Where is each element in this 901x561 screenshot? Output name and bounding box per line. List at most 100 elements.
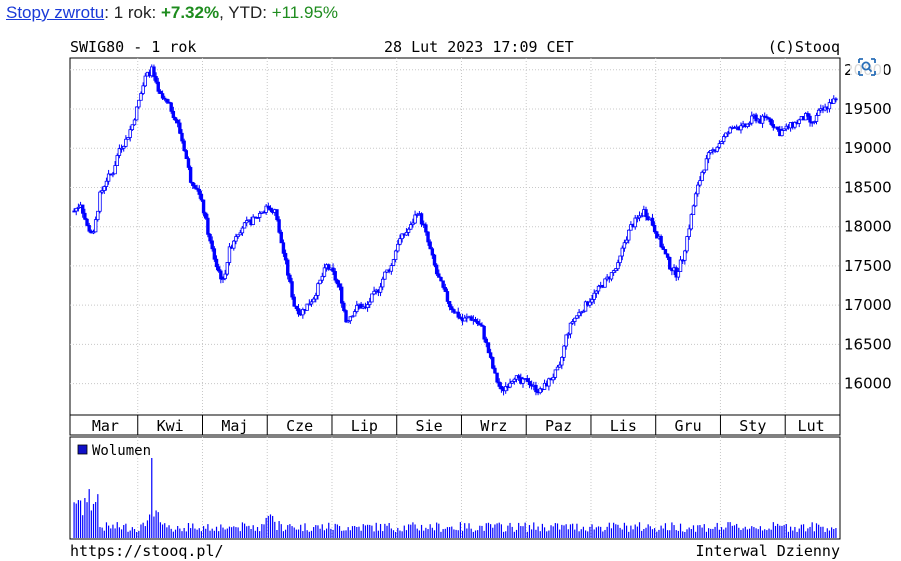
candle-body [223,273,227,280]
candle-body [292,296,296,307]
x-tick-label: Lip [351,417,378,435]
candle-body [206,217,210,235]
candle-body [616,262,620,270]
candle-body [286,259,290,276]
candle-body [93,219,98,233]
candle-body [227,246,232,263]
chart-copyright: (C)Stooq [768,38,840,56]
candle-body [527,381,532,386]
candle-body [219,270,223,280]
candle-body [396,243,400,252]
candle-body [234,236,238,242]
candle-body [771,124,776,128]
candle-body [197,188,201,195]
candle-body [814,115,819,122]
candle-body [583,301,588,312]
candle-body [413,214,417,224]
candle-body [439,276,443,282]
candle-body [573,317,577,322]
candle-body [478,323,482,326]
candle-body [158,90,163,94]
month-axis [69,414,841,436]
candle-body [173,117,178,121]
candle-body [780,130,784,137]
candle-body [693,193,698,207]
candle-body [305,303,309,311]
returns-link[interactable]: Stopy zwrotu [6,3,105,22]
x-tick-label: Cze [286,417,313,435]
candle-body [188,167,193,183]
candle-body [406,228,411,233]
candle-body [495,372,499,383]
candle-body [521,378,525,384]
candle-body [184,150,189,160]
candle-body [620,247,624,257]
candle-body [311,298,316,303]
source-url: https://stooq.pl/ [70,542,224,560]
candle-body [622,242,627,249]
candle-body [782,128,786,131]
y-tick-label: 19500 [844,100,892,118]
candle-body [370,293,374,303]
chart-title: SWIG80 - 1 rok [70,38,196,56]
candle-body [372,290,376,295]
candle-body [678,259,683,272]
candle-body [257,212,262,218]
candle-body [290,281,294,298]
candle-body [327,264,331,270]
candle-body [491,357,495,369]
candle-body [706,152,711,160]
candle-body [268,207,273,211]
candle-body [450,306,454,311]
volume-panel [69,436,841,540]
candle-body [186,158,191,168]
candle-body [816,109,821,116]
candle-body [419,213,424,225]
candle-body [294,305,299,310]
candle-body [588,301,592,306]
candle-body [318,279,322,285]
candle-body [232,240,236,249]
candle-body [400,233,404,240]
candle-body [629,224,633,231]
candle-body [204,212,208,219]
volume-legend-swatch [77,444,88,455]
candle-body [557,364,562,368]
candle-body [445,291,450,302]
x-tick-label: Kwi [157,417,184,435]
candle-body [709,149,713,154]
candle-body [102,186,106,191]
candle-body [698,180,702,186]
candle-body [661,246,665,250]
candle-body [344,310,348,323]
candle-body [834,98,838,101]
returns-summary: Stopy zwrotu: 1 rok: +7.32%, YTD: +11.95… [6,3,338,23]
scan-icon [858,58,876,76]
candle-body [122,145,126,149]
x-tick-label: Sie [416,417,443,435]
candle-body [650,217,655,226]
candle-body [765,116,769,119]
candle-body [804,113,808,121]
zoom-button[interactable] [850,52,884,82]
candle-body [391,259,396,266]
candle-body [689,214,694,230]
candle-body [316,283,320,296]
candle-body [212,248,217,260]
candle-body [538,388,542,394]
candle-body [409,224,413,230]
x-tick-label: Lis [610,417,637,435]
candle-body [156,81,160,92]
chart-timestamp: 28 Lut 2023 17:09 CET [384,38,574,56]
candle-body [683,250,687,261]
candle-body [808,115,812,123]
candle-body [411,222,415,226]
candle-body [307,303,312,306]
candle-body [424,224,428,233]
candle-body [74,207,78,212]
candle-body [348,316,353,322]
volume-bars [73,458,837,538]
candle-body [745,123,750,127]
candle-body [644,209,648,218]
